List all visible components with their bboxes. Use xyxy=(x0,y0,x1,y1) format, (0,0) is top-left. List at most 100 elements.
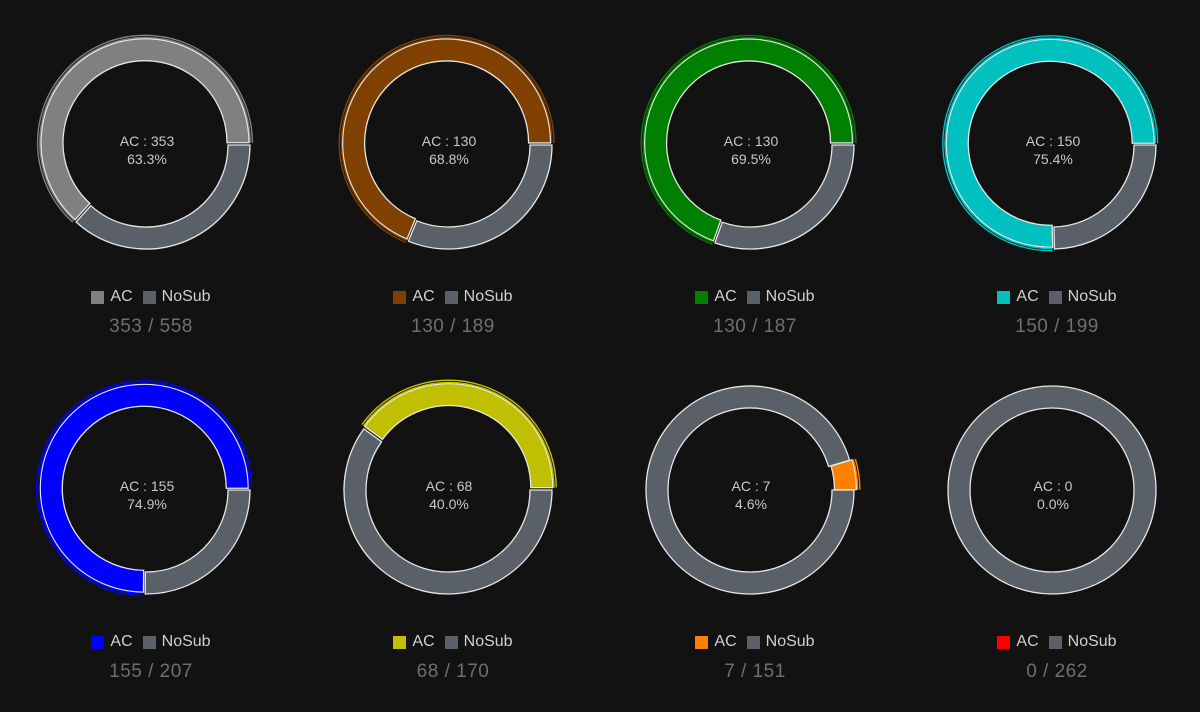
legend-swatch xyxy=(142,635,156,649)
legend-label: AC xyxy=(714,633,737,650)
chart-legend: AC NoSub xyxy=(604,633,906,651)
legend-label: AC xyxy=(714,288,737,305)
legend-item-ac[interactable]: AC xyxy=(997,288,1039,306)
donut-chart: AC : 150 75.4% xyxy=(942,35,1159,252)
legend-item-ac[interactable]: AC xyxy=(91,288,133,306)
legend-swatch xyxy=(91,290,105,304)
center-percent-label: 74.9% xyxy=(127,496,167,512)
ac-slice-group[interactable] xyxy=(830,458,861,491)
ac-slice-group[interactable] xyxy=(640,34,857,245)
legend-item-nosub[interactable]: NoSub xyxy=(1048,633,1117,651)
legend-label: AC xyxy=(110,633,133,650)
center-percent-label: 63.3% xyxy=(127,151,167,167)
ac-slice[interactable] xyxy=(643,38,854,242)
nosub-slice[interactable] xyxy=(343,427,553,595)
legend-item-ac[interactable]: AC xyxy=(695,633,737,651)
ac-slice[interactable] xyxy=(945,38,1155,248)
donut-chart-panel: AC : 353 63.3% AC NoSub 353 / 558 xyxy=(0,0,302,345)
chart-legend: AC NoSub xyxy=(0,633,302,651)
legend-label: NoSub xyxy=(463,288,513,305)
legend-item-nosub[interactable]: NoSub xyxy=(142,288,211,306)
ac-highlight-arc xyxy=(852,459,859,490)
ac-slice-group[interactable] xyxy=(338,34,555,243)
legend-swatch xyxy=(746,290,760,304)
legend-label: NoSub xyxy=(765,633,815,650)
nosub-slice[interactable] xyxy=(947,385,1157,595)
donut-chart: AC : 0 0.0% xyxy=(947,385,1157,595)
ac-slice-group[interactable] xyxy=(942,35,1159,252)
chart-legend: AC NoSub xyxy=(906,288,1200,306)
legend-item-ac[interactable]: AC xyxy=(393,633,435,651)
center-percent-label: 40.0% xyxy=(429,496,469,512)
ac-highlight-arc xyxy=(642,37,855,243)
legend-swatch xyxy=(393,635,407,649)
ac-slice[interactable] xyxy=(342,38,552,240)
legend-item-nosub[interactable]: NoSub xyxy=(444,633,513,651)
ac-count-total: 130 / 187 xyxy=(713,316,797,337)
donut-chart-panel: AC : 7 4.6% AC NoSub 7 / 151 xyxy=(604,345,906,690)
donut-chart-panel: AC : 68 40.0% AC NoSub 68 / 170 xyxy=(302,345,604,690)
legend-swatch xyxy=(997,635,1011,649)
chart-legend: AC NoSub xyxy=(302,633,604,651)
ac-count-total: 7 / 151 xyxy=(724,661,786,682)
ac-highlight-arc xyxy=(942,35,1159,252)
center-percent-label: 69.5% xyxy=(731,151,771,167)
nosub-slice[interactable] xyxy=(645,385,855,595)
nosub-slice[interactable] xyxy=(1053,144,1157,250)
ac-slice-group[interactable] xyxy=(36,380,253,597)
ac-slice-group[interactable] xyxy=(361,379,557,489)
legend-label: NoSub xyxy=(161,288,211,305)
legend-label: NoSub xyxy=(765,288,815,305)
ac-highlight-arc xyxy=(338,34,555,243)
ac-count-total: 130 / 189 xyxy=(411,316,495,337)
ac-slice-group[interactable] xyxy=(36,34,254,223)
chart-legend: AC NoSub xyxy=(906,633,1200,651)
legend-label: AC xyxy=(1016,288,1039,305)
ac-highlight-arc xyxy=(944,37,1157,250)
donut-chart: AC : 68 40.0% xyxy=(343,379,557,595)
ac-count-total: 155 / 207 xyxy=(109,661,193,682)
ac-slice[interactable] xyxy=(363,383,554,489)
chart-legend: AC NoSub xyxy=(0,288,302,306)
ac-slice[interactable] xyxy=(830,458,858,491)
ac-highlight-arc xyxy=(854,458,861,490)
legend-swatch xyxy=(91,635,105,649)
legend-item-nosub[interactable]: NoSub xyxy=(444,288,513,306)
legend-label: NoSub xyxy=(1067,633,1117,650)
donut-chart-panel: AC : 150 75.4% AC NoSub 150 / 199 xyxy=(906,0,1200,345)
ac-slice[interactable] xyxy=(40,38,250,221)
center-ac-label: AC : 68 xyxy=(426,478,473,494)
donut-chart-panel: AC : 155 74.9% AC NoSub 155 / 207 xyxy=(0,345,302,690)
center-ac-label: AC : 155 xyxy=(120,478,175,494)
nosub-slice[interactable] xyxy=(407,144,553,250)
legend-swatch xyxy=(695,290,709,304)
donut-chart: AC : 353 63.3% xyxy=(36,34,254,250)
legend-item-nosub[interactable]: NoSub xyxy=(746,288,815,306)
legend-item-nosub[interactable]: NoSub xyxy=(142,633,211,651)
ac-highlight-arc xyxy=(39,36,251,222)
ac-highlight-arc xyxy=(363,381,555,488)
ac-count-total: 353 / 558 xyxy=(109,316,193,337)
ac-count-total: 0 / 262 xyxy=(1026,661,1088,682)
center-ac-label: AC : 150 xyxy=(1026,133,1081,149)
ac-slice[interactable] xyxy=(39,383,249,593)
center-ac-label: AC : 130 xyxy=(422,133,477,149)
legend-item-ac[interactable]: AC xyxy=(997,633,1039,651)
donut-chart-panel: AC : 0 0.0% AC NoSub 0 / 262 xyxy=(906,345,1200,690)
legend-item-ac[interactable]: AC xyxy=(695,288,737,306)
legend-item-nosub[interactable]: NoSub xyxy=(746,633,815,651)
legend-item-nosub[interactable]: NoSub xyxy=(1048,288,1117,306)
donut-chart: AC : 155 74.9% xyxy=(36,380,253,597)
donut-chart: AC : 130 69.5% xyxy=(640,34,857,250)
legend-item-ac[interactable]: AC xyxy=(393,288,435,306)
legend-swatch xyxy=(746,635,760,649)
nosub-slice[interactable] xyxy=(714,144,855,250)
ac-highlight-arc xyxy=(36,34,254,223)
nosub-slice[interactable] xyxy=(144,489,251,595)
legend-swatch xyxy=(393,290,407,304)
nosub-slice[interactable] xyxy=(75,144,251,250)
legend-swatch xyxy=(997,290,1011,304)
legend-swatch xyxy=(1048,635,1062,649)
legend-item-ac[interactable]: AC xyxy=(91,633,133,651)
